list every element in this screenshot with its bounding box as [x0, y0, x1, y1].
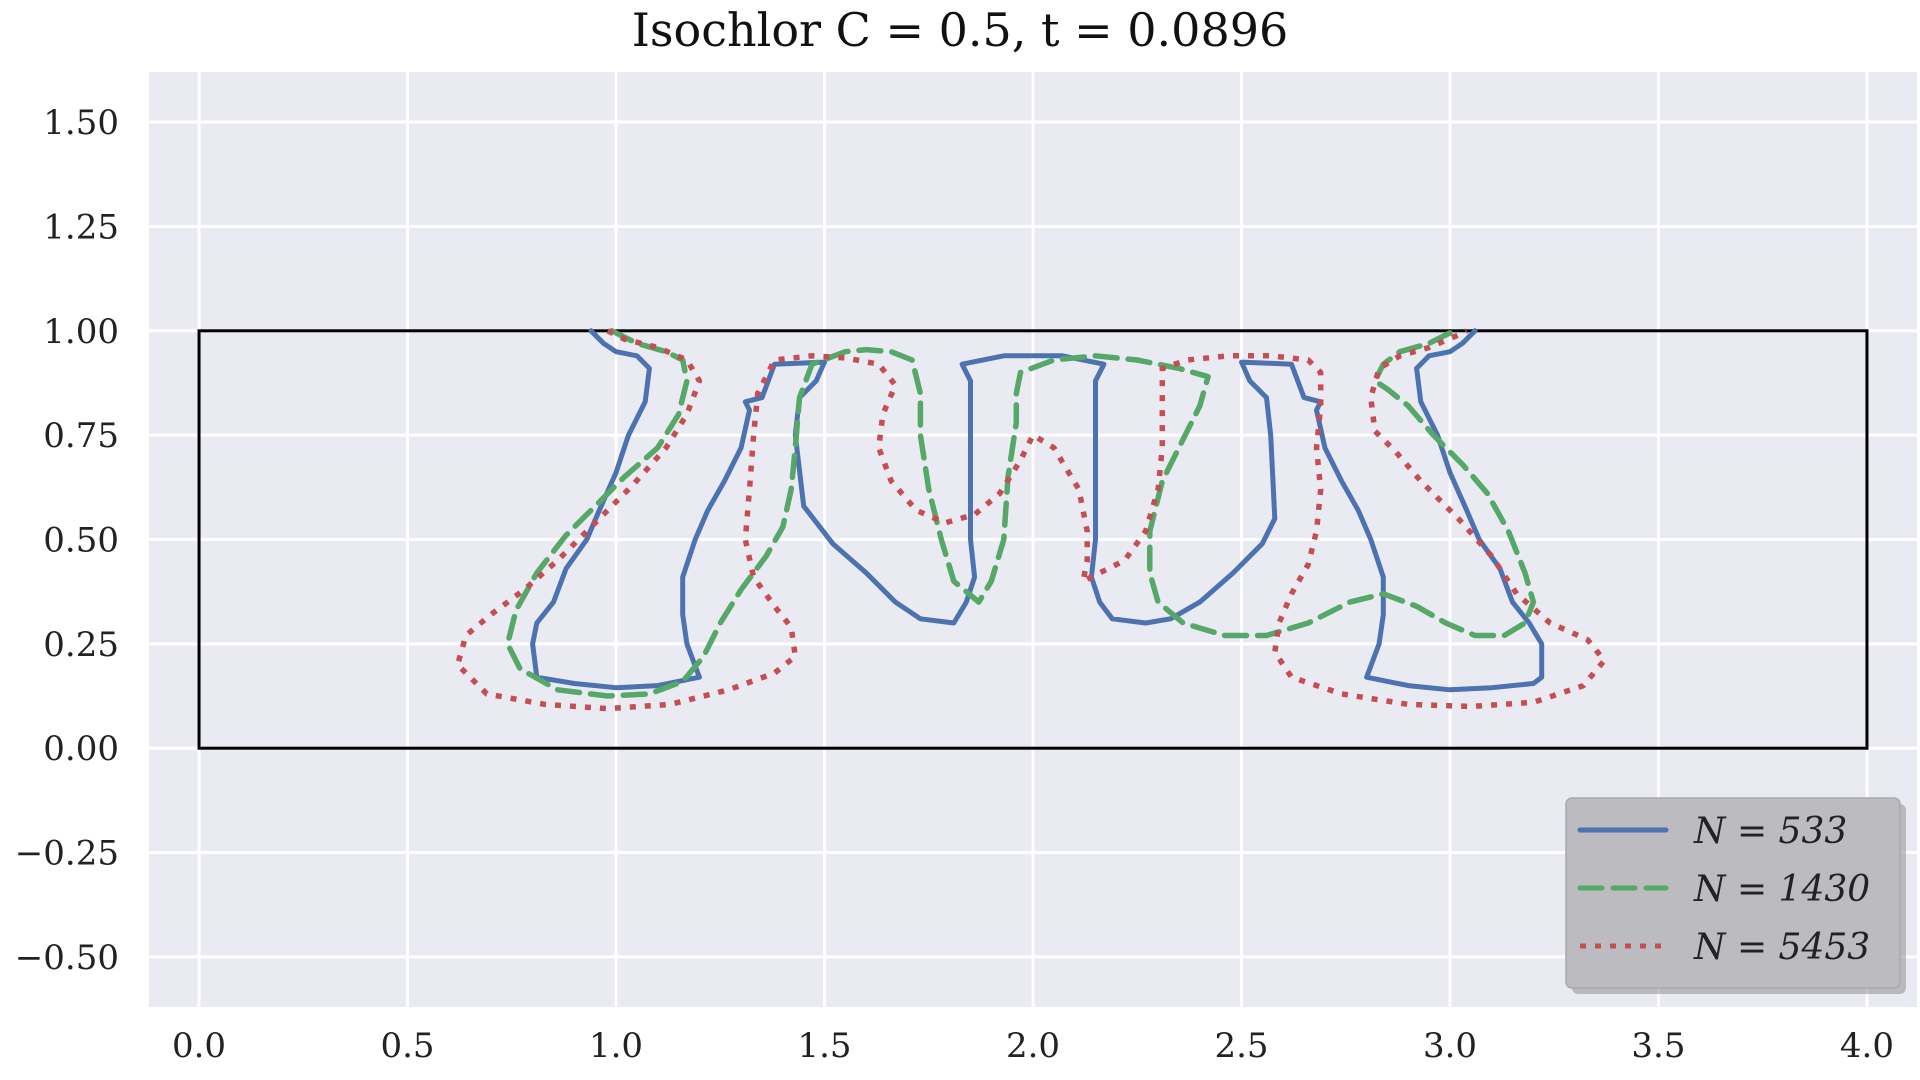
x-tick-label: 1.5 — [797, 1026, 851, 1066]
y-tick-label: −0.50 — [15, 938, 119, 978]
x-tick-label: 2.5 — [1214, 1026, 1268, 1066]
domain-box — [197, 329, 1869, 750]
x-tick-label: 3.0 — [1423, 1026, 1477, 1066]
y-tick-label: −0.25 — [15, 834, 119, 874]
y-tick-label: 1.50 — [43, 103, 119, 143]
y-tick-label: 0.75 — [43, 416, 119, 456]
y-tick-label: 1.25 — [43, 207, 119, 247]
x-tick-label: 0.0 — [172, 1026, 226, 1066]
legend-label-1: N = 1430 — [1693, 869, 1870, 910]
x-tick-label: 3.5 — [1631, 1026, 1685, 1066]
x-tick-label: 4.0 — [1840, 1026, 1894, 1066]
series-line-1-0 — [504, 328, 1537, 699]
series-group — [454, 328, 1608, 712]
x-axis-ticks: 0.0 0.5 1.0 1.5 2.0 2.5 3.0 3.5 4.0 — [172, 1026, 1894, 1066]
y-tick-label: 1.00 — [43, 312, 119, 352]
chart-title: Isochlor C = 0.5, t = 0.0896 — [632, 3, 1289, 57]
x-tick-label: 2.0 — [1006, 1026, 1060, 1066]
y-tick-label: 0.00 — [43, 729, 119, 769]
legend-label-2: N = 5453 — [1693, 927, 1870, 968]
y-tick-label: 0.50 — [43, 521, 119, 561]
y-axis-ticks: −0.50 −0.25 0.00 0.25 0.50 0.75 1.00 1.25 1.50 — [15, 103, 119, 978]
x-tick-label: 1.0 — [589, 1026, 643, 1066]
series-line-2-0 — [454, 328, 1608, 712]
x-tick-label: 0.5 — [380, 1026, 434, 1066]
y-tick-label: 0.25 — [43, 625, 119, 665]
legend: N = 533 N = 1430 N = 5453 — [1565, 797, 1906, 994]
series-line-0-0 — [530, 328, 1545, 693]
legend-box — [1565, 797, 1901, 989]
legend-label-0: N = 533 — [1693, 811, 1847, 852]
